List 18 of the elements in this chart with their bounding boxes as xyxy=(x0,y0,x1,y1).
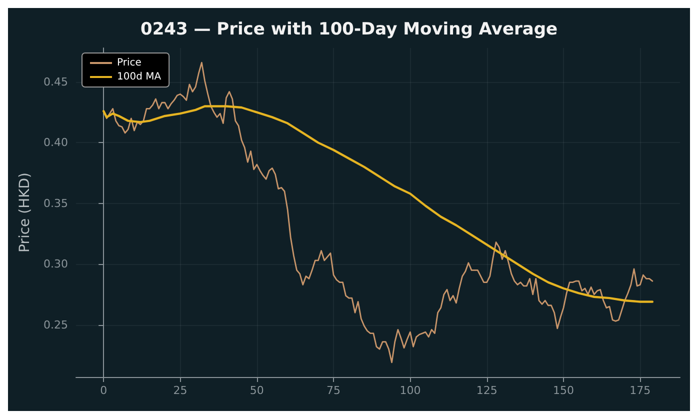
x-tick-label: 75 xyxy=(326,384,341,397)
line-series xyxy=(102,105,654,303)
y-tick-label: 0.40 xyxy=(44,136,68,150)
y-tick-label: 0.30 xyxy=(44,258,68,271)
y-tick-label: 0.35 xyxy=(44,196,68,210)
chart-title: 0243 — Price with 100-Day Moving Average xyxy=(140,20,558,40)
x-tick-label: 0 xyxy=(100,384,108,397)
y-tick-label: 0.25 xyxy=(44,318,68,332)
legend-label: 100d MA xyxy=(117,72,162,82)
x-tick-label: 100 xyxy=(400,384,421,397)
x-tick-label: 175 xyxy=(630,384,651,397)
y-axis-title: Price (HKD) xyxy=(17,172,33,253)
x-tick-label: 50 xyxy=(250,384,264,397)
x-tick-label: 125 xyxy=(476,384,498,397)
x-tick-label: 25 xyxy=(173,384,188,397)
legend-label: Price xyxy=(117,58,142,68)
x-tick-label: 150 xyxy=(552,384,574,397)
y-tick-label: 0.45 xyxy=(44,75,68,88)
